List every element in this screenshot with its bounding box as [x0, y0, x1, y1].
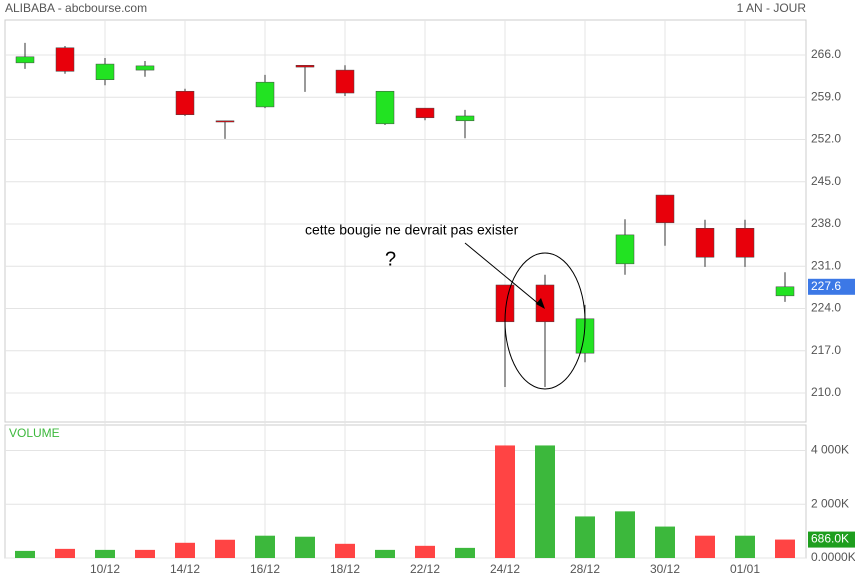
volume-bar [135, 549, 155, 558]
last-value-badge [808, 278, 855, 295]
volume-title: VOLUME [9, 426, 60, 440]
candle-body [15, 56, 35, 64]
x-tick-label: 22/12 [410, 562, 440, 576]
volume-bar [655, 526, 675, 558]
volume-bar [695, 535, 715, 558]
x-tick-label: 14/12 [170, 562, 200, 576]
price-frame [4, 19, 807, 423]
grid [5, 20, 806, 559]
candle-body [255, 81, 275, 108]
volume-bar [95, 549, 115, 558]
last-value-label: 227.6 [811, 279, 841, 293]
candle-body [55, 47, 75, 72]
volume-bar [255, 535, 275, 558]
candle-body [215, 120, 235, 123]
arrow-head [536, 298, 545, 309]
x-tick-label: 01/01 [730, 562, 760, 576]
candle-body [335, 69, 355, 94]
volume-bar [575, 516, 595, 558]
last-value-label: 686.0K [811, 532, 849, 546]
volume-bar [375, 549, 395, 558]
y-tick-label: 210.0 [811, 385, 841, 399]
x-tick-label: 10/12 [90, 562, 120, 576]
candle-body [535, 284, 555, 323]
y-tick-label: 231.0 [811, 258, 841, 272]
y-tick-label: 2 000K [811, 496, 849, 510]
y-tick-label: 266.0 [811, 47, 841, 61]
y-tick-label: 217.0 [811, 343, 841, 357]
annotation-ellipse [504, 252, 586, 390]
volume-bar [455, 547, 475, 558]
volume-bar [495, 445, 515, 558]
chart-title: ALIBABA - abcbourse.com [5, 1, 147, 15]
volume-bar [535, 445, 555, 558]
candle-body [175, 90, 195, 116]
y-tick-label: 224.0 [811, 301, 841, 315]
volume-bar [295, 536, 315, 558]
volume-bar [615, 511, 635, 558]
candle-body [655, 194, 675, 224]
candle-body [95, 63, 115, 81]
candle-body [615, 234, 635, 265]
volume-bar [55, 548, 75, 558]
candle-body [135, 65, 155, 71]
y-tick-label: 252.0 [811, 132, 841, 146]
volume-bar [415, 545, 435, 558]
x-tick-label: 24/12 [490, 562, 520, 576]
y-tick-label: 259.0 [811, 89, 841, 103]
volume-bar [775, 539, 795, 558]
annotation: ? [385, 248, 396, 270]
candle-body [415, 107, 435, 119]
volume-bar [335, 543, 355, 558]
y-tick-label: 245.0 [811, 174, 841, 188]
candle-body [375, 90, 395, 125]
annotation-arrow [464, 242, 541, 306]
candle-body [735, 227, 755, 258]
x-tick-label: 30/12 [650, 562, 680, 576]
chart-subtitle: 1 AN - JOUR [737, 1, 807, 15]
y-tick-label: 0.0000K [811, 550, 855, 564]
volume-bar [175, 542, 195, 558]
candle-body [695, 227, 715, 258]
candle-body [295, 65, 315, 68]
x-tick-label: 16/12 [250, 562, 280, 576]
last-value-badge [808, 531, 855, 548]
volume-bar [15, 550, 35, 558]
y-tick-label: 4 000K [811, 443, 849, 457]
y-tick-label: 238.0 [811, 216, 841, 230]
volume-frame [4, 424, 807, 559]
volume-bar [735, 535, 755, 558]
annotation: cette bougie ne devrait pas exister [305, 222, 519, 238]
x-tick-label: 18/12 [330, 562, 360, 576]
volume-bar [215, 539, 235, 558]
marks [15, 42, 795, 558]
candle-body [455, 115, 475, 122]
candle-body [775, 286, 795, 297]
x-tick-label: 28/12 [570, 562, 600, 576]
